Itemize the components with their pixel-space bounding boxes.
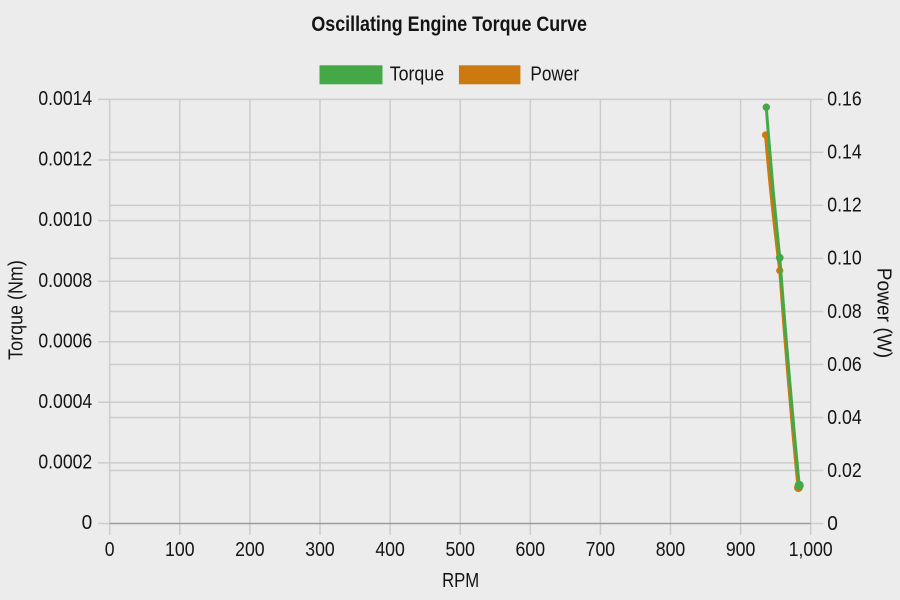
- svg-text:Power: Power: [530, 64, 579, 86]
- svg-text:300: 300: [305, 539, 335, 561]
- svg-text:0.0012: 0.0012: [38, 149, 92, 171]
- svg-text:0.0008: 0.0008: [38, 270, 92, 292]
- svg-text:Torque (Nm): Torque (Nm): [6, 260, 28, 360]
- svg-text:RPM: RPM: [442, 570, 479, 592]
- svg-text:0.12: 0.12: [827, 195, 861, 217]
- svg-text:0.0010: 0.0010: [38, 209, 92, 231]
- svg-text:0.0002: 0.0002: [38, 452, 92, 474]
- svg-text:200: 200: [235, 539, 265, 561]
- svg-text:Torque: Torque: [390, 64, 444, 86]
- svg-text:0.0004: 0.0004: [38, 391, 92, 413]
- svg-text:0: 0: [105, 539, 115, 561]
- svg-text:0.04: 0.04: [827, 407, 861, 429]
- svg-text:0: 0: [82, 512, 93, 534]
- svg-text:0.08: 0.08: [827, 301, 861, 323]
- svg-text:0.16: 0.16: [827, 89, 861, 111]
- svg-text:1,000: 1,000: [789, 539, 833, 561]
- svg-text:Power (W): Power (W): [873, 268, 895, 358]
- svg-text:0.06: 0.06: [827, 354, 861, 376]
- svg-text:0.02: 0.02: [827, 460, 861, 482]
- svg-text:100: 100: [165, 539, 195, 561]
- svg-text:0.14: 0.14: [827, 142, 861, 164]
- svg-text:700: 700: [586, 539, 616, 561]
- svg-text:0.10: 0.10: [827, 248, 861, 270]
- svg-text:800: 800: [656, 539, 686, 561]
- svg-text:Oscillating Engine Torque Curv: Oscillating Engine Torque Curve: [311, 12, 587, 36]
- svg-text:600: 600: [516, 539, 546, 561]
- svg-text:400: 400: [375, 539, 405, 561]
- svg-text:0.0006: 0.0006: [38, 330, 92, 352]
- svg-text:0.0014: 0.0014: [38, 88, 92, 110]
- svg-text:0: 0: [827, 513, 838, 535]
- svg-text:900: 900: [726, 539, 756, 561]
- svg-text:500: 500: [445, 539, 475, 561]
